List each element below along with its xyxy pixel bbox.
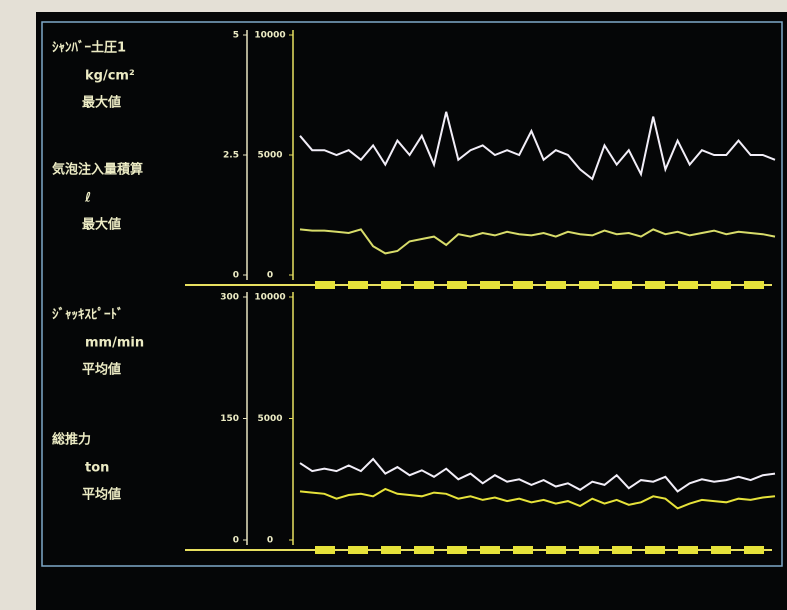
x-axis-block — [480, 546, 500, 554]
series-stat: 平均値 — [82, 487, 121, 503]
x-axis-block — [612, 546, 632, 554]
y2-tick-label: 10000 — [254, 31, 285, 41]
y-tick-label: 150 — [220, 414, 239, 424]
x-axis-block — [678, 546, 698, 554]
y-tick-label: 0 — [233, 536, 239, 546]
screen: 02.550500010000ｼｬﾝﾊﾞｰ土圧1kg/cm²最大値気泡注入量積算… — [0, 0, 787, 610]
x-axis-block — [546, 546, 566, 554]
series-stat: 最大値 — [82, 95, 121, 111]
series-name: 気泡注入量積算 — [52, 162, 143, 178]
monitor — [36, 12, 787, 610]
series-unit: kg/cm² — [85, 69, 135, 84]
x-axis-block — [612, 281, 632, 289]
x-axis-block — [315, 546, 335, 554]
series-unit: ℓ — [84, 191, 91, 206]
x-axis-block — [579, 281, 599, 289]
x-axis-block — [414, 281, 434, 289]
y2-tick-label: 0 — [267, 536, 273, 546]
series-unit: mm/min — [85, 336, 144, 351]
y-tick-label: 5 — [233, 31, 239, 41]
series-unit: ton — [85, 461, 109, 476]
x-axis-block — [414, 546, 434, 554]
x-axis-block — [480, 281, 500, 289]
x-axis-block — [348, 281, 368, 289]
x-axis-block — [447, 546, 467, 554]
y2-tick-label: 5000 — [257, 414, 282, 424]
x-axis-block — [744, 281, 764, 289]
x-axis-block — [381, 546, 401, 554]
y-tick-label: 2.5 — [223, 151, 239, 161]
series-name: ｼﾞｬｯｷｽﾋﾟｰﾄﾞ — [52, 307, 124, 323]
x-axis-block — [348, 546, 368, 554]
x-axis-block — [315, 281, 335, 289]
x-axis-block — [645, 281, 665, 289]
x-axis-block — [678, 281, 698, 289]
x-axis-block — [546, 281, 566, 289]
series-stat: 平均値 — [82, 362, 121, 378]
x-axis-block — [513, 281, 533, 289]
x-axis-block — [711, 546, 731, 554]
x-axis-block — [381, 281, 401, 289]
x-axis-block — [744, 546, 764, 554]
x-axis-block — [513, 546, 533, 554]
y2-tick-label: 0 — [267, 271, 273, 281]
x-axis-block — [447, 281, 467, 289]
series-name: 総推力 — [52, 432, 91, 448]
y-tick-label: 0 — [233, 271, 239, 281]
series-name: ｼｬﾝﾊﾞｰ土圧1 — [52, 40, 126, 56]
y2-tick-label: 10000 — [254, 293, 285, 303]
y2-tick-label: 5000 — [257, 151, 282, 161]
x-axis-block — [579, 546, 599, 554]
y-tick-label: 300 — [220, 293, 239, 303]
x-axis-block — [711, 281, 731, 289]
x-axis-block — [645, 546, 665, 554]
series-stat: 最大値 — [82, 217, 121, 233]
